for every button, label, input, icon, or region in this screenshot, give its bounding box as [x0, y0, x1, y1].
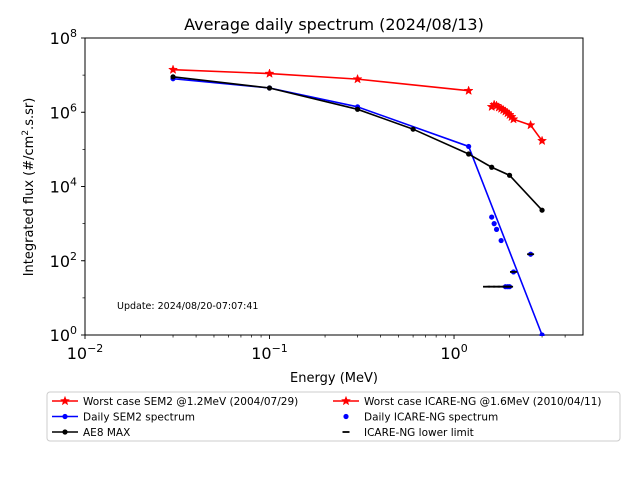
series-2-point — [508, 113, 519, 124]
series-1-line — [173, 68, 469, 92]
legend-box — [46, 391, 621, 442]
series-1-point — [463, 85, 474, 96]
series-1-point — [352, 73, 363, 84]
series-1-point — [264, 68, 275, 78]
series-3-point — [466, 143, 472, 150]
series-3-point — [539, 332, 545, 336]
legend-marker — [62, 413, 68, 420]
series-5-point — [489, 214, 495, 220]
legend: Worst case SEM2 @1.2MeV (2004/07/29) Dail… — [46, 391, 621, 442]
legend-label: Worst case SEM2 @1.2MeV (2004/07/29) — [83, 396, 298, 408]
legend-marker — [62, 429, 68, 435]
series-4-point — [410, 126, 416, 132]
chart-title: Average daily spectrum (2024/08/13) — [184, 15, 484, 34]
legend-label: Daily ICARE-NG spectrum — [364, 412, 498, 424]
legend-label: ICARE-NG lower limit — [364, 427, 474, 439]
series-4-line — [172, 76, 543, 211]
legend-marker — [340, 395, 352, 406]
series-2-point — [525, 119, 536, 130]
legend-label: Daily SEM2 spectrum — [83, 412, 195, 424]
y-axis-label: Integrated flux (#/cm2.s.sr) — [21, 98, 37, 277]
legend-label: AE8 MAX — [83, 427, 130, 439]
series-5-point — [493, 226, 500, 232]
series-1-point — [167, 64, 179, 74]
series-4-point — [539, 207, 545, 213]
legend-label: Worst case ICARE-NG @1.6MeV (2010/04/11) — [364, 396, 602, 408]
series-5-point — [498, 237, 504, 244]
series-4-point — [506, 172, 513, 178]
series-2-point — [537, 135, 548, 146]
series-layer — [167, 64, 548, 336]
series-4-point — [354, 106, 361, 112]
update-annotation: Update: 2024/08/20-07:07:41 — [117, 301, 258, 312]
series-4-point — [489, 164, 495, 170]
x-axis-label: Energy (MeV) — [290, 371, 378, 386]
series-4-point — [170, 74, 176, 80]
series-4-point — [266, 85, 273, 91]
legend-marker — [59, 395, 71, 406]
series-4-point — [466, 151, 472, 157]
legend-marker — [343, 413, 349, 420]
series-5-point — [491, 221, 497, 227]
